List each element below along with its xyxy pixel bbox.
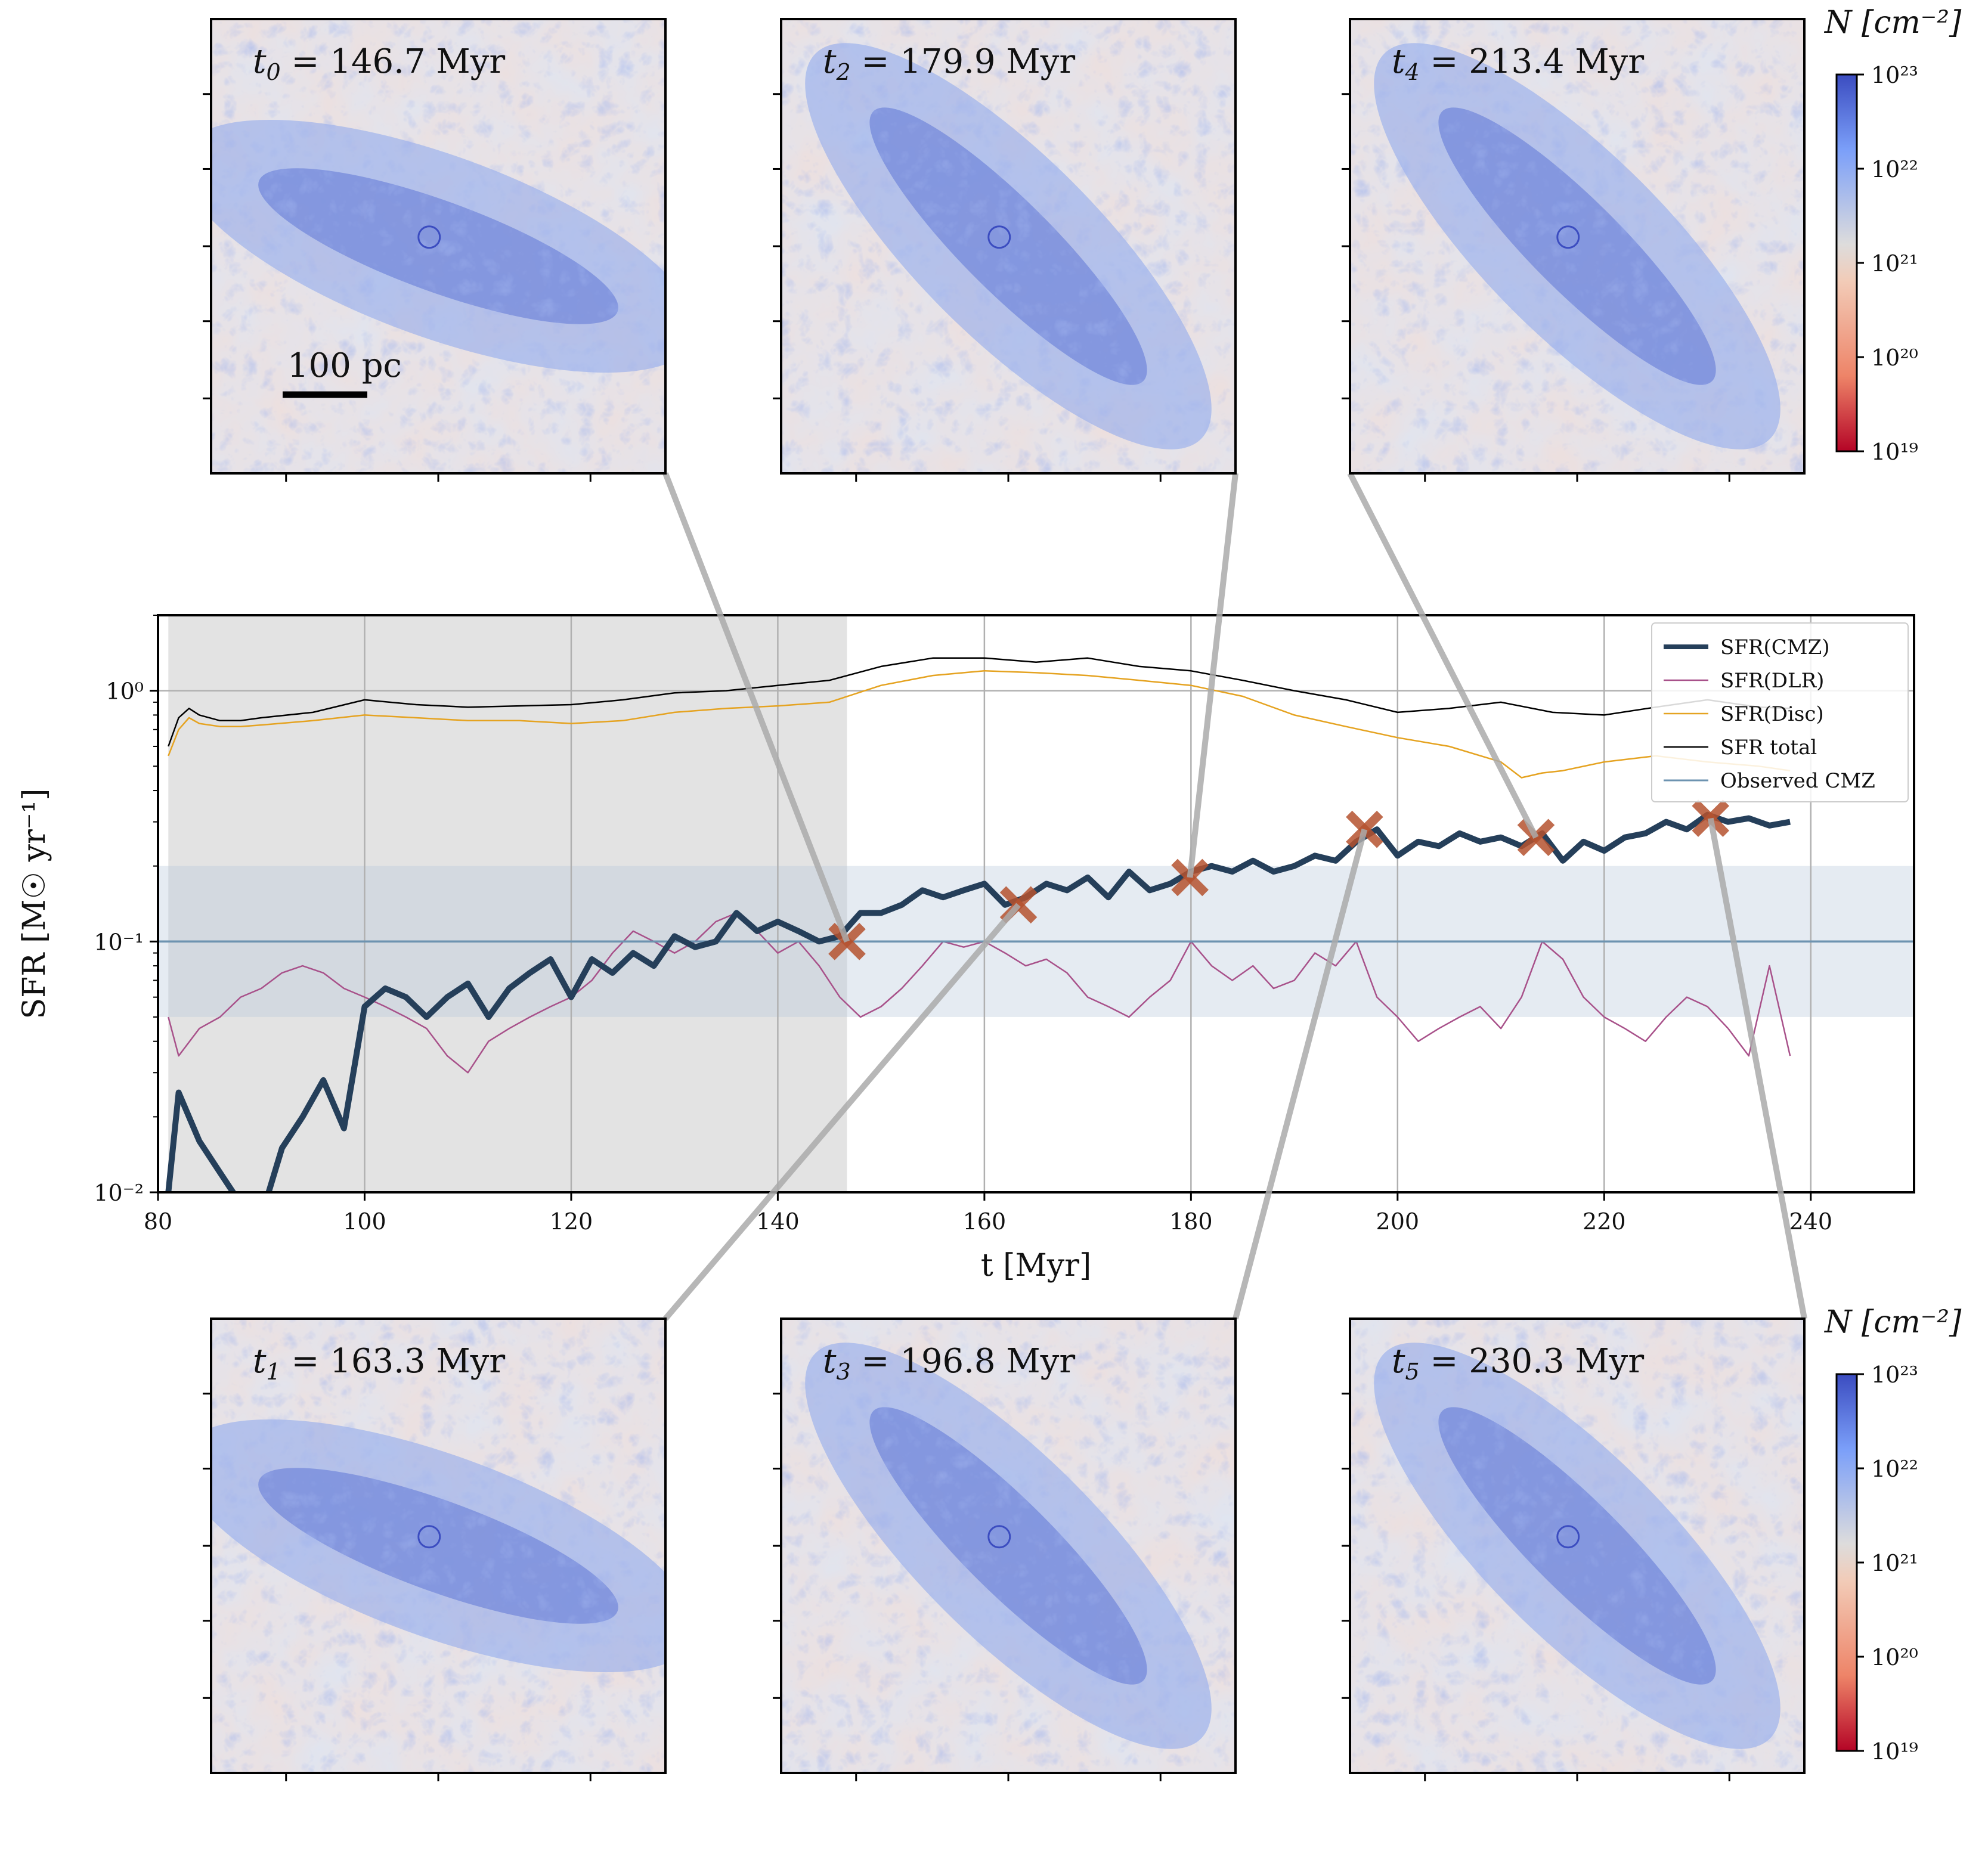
plot-frame (157, 614, 1915, 1194)
sfr-plot: 80 100 120 140 160 180 200 220 240 10⁻² 10⁻¹ 10⁰ t [… (17, 614, 1915, 1284)
connector-t2 (1187, 473, 1238, 878)
y-tick-label: 10⁻¹ (94, 929, 144, 955)
connector-t0 (662, 472, 850, 943)
series-sfr-disc- (168, 670, 1791, 779)
legend-label: SFR total (1720, 736, 1817, 760)
initial-period-shade (168, 615, 847, 1192)
colorbar-tick-label: 10²¹ (1871, 1550, 1918, 1576)
colorbar-tick-label: 10²⁰ (1871, 1644, 1918, 1670)
density-panel-t0: t0 = 146.7 Myr (203, 18, 667, 482)
legend-label: Observed CMZ (1720, 769, 1875, 793)
colorbars: 10²³ 10²² 10²¹ 10²⁰ 10¹⁹ N [cm⁻²] 10²³ 10²² 10²¹… (1823, 5, 1962, 1765)
panel-nucleus (987, 225, 1011, 249)
legend-label: SFR(DLR) (1720, 669, 1824, 693)
panel-filaments (1350, 1319, 1804, 1773)
series-sfr-total (168, 657, 1791, 747)
colorbar-tick-label: 10²⁰ (1871, 345, 1918, 371)
colorbar-tick-label: 10²¹ (1871, 250, 1918, 277)
colorbar-gradient (1835, 1373, 1858, 1752)
density-panel-t3: t3 = 196.8 Myr (773, 1318, 1237, 1781)
connector-t3 (1233, 828, 1368, 1320)
x-axis-title: t [Myr] (981, 1248, 1091, 1284)
colorbar-tick-label: 10¹⁹ (1871, 1738, 1918, 1765)
connector-t5 (1707, 817, 1807, 1319)
y-axis-title: SFR [M☉ yr⁻¹] (17, 789, 52, 1019)
density-panels: t0 = 146.7 Myr t2 = 179.9 Myr t4 = 213.4 M… (203, 18, 1806, 1781)
panel-filaments (781, 1319, 1235, 1773)
x-tick-label: 220 (1583, 1208, 1626, 1235)
panel-time-label: t2 = 179.9 Myr (823, 42, 1075, 85)
density-panel-t2: t2 = 179.9 Myr (773, 18, 1237, 482)
colorbar-tick-label: 10²² (1871, 1456, 1918, 1482)
connector-t1 (663, 903, 1021, 1321)
panel-nucleus (1556, 1525, 1580, 1549)
colorbar-1: 10²³ 10²² 10²¹ 10²⁰ 10¹⁹ N [cm⁻²] (1823, 1304, 1962, 1765)
x-tick-label: 240 (1789, 1208, 1832, 1235)
scale-bar-label: 100 pc (287, 346, 402, 385)
series-sfr-cmz- (165, 811, 1791, 1192)
x-tick-label: 160 (963, 1208, 1007, 1235)
panel-nucleus (1556, 225, 1580, 249)
panel-time-label: t0 = 146.7 Myr (253, 42, 505, 85)
x-tick-label: 180 (1169, 1208, 1213, 1235)
panel-filaments (781, 19, 1235, 473)
panel-filaments (1350, 19, 1804, 473)
legend-box (1651, 622, 1909, 802)
panel-time-label: t3 = 196.8 Myr (823, 1342, 1075, 1385)
legend-label: SFR(Disc) (1720, 702, 1824, 726)
panel-nucleus (417, 1525, 441, 1549)
colorbar-0: 10²³ 10²² 10²¹ 10²⁰ 10¹⁹ N [cm⁻²] (1823, 5, 1962, 465)
panel-connectors (662, 472, 1807, 1321)
x-tick-label: 80 (144, 1208, 172, 1235)
x-tick-label: 200 (1376, 1208, 1420, 1235)
panel-filaments (211, 19, 665, 473)
colorbar-tick-label: 10²³ (1871, 1362, 1918, 1388)
colorbar-tick-label: 10²² (1871, 156, 1918, 182)
x-tick-label: 140 (756, 1208, 800, 1235)
panel-time-label: t1 = 163.3 Myr (253, 1342, 505, 1385)
colorbar-tick-label: 10²³ (1871, 62, 1918, 88)
panel-time-label: t5 = 230.3 Myr (1392, 1342, 1644, 1385)
panel-nucleus (987, 1525, 1011, 1549)
panel-nucleus (417, 225, 441, 249)
colorbar-title: N [cm⁻²] (1823, 1304, 1962, 1340)
connector-t4 (1347, 472, 1539, 839)
y-tick-label: 10⁰ (106, 678, 144, 705)
density-panel-t1: t1 = 163.3 Myr (203, 1318, 667, 1781)
plot-area (158, 615, 1914, 1192)
density-panel-t5: t5 = 230.3 Myr (1342, 1318, 1806, 1781)
colorbar-title: N [cm⁻²] (1823, 5, 1962, 41)
colorbar-tick-label: 10¹⁹ (1871, 439, 1918, 465)
legend-label: SFR(CMZ) (1720, 636, 1829, 659)
series-sfr-dlr- (168, 912, 1791, 1074)
panel-time-label: t4 = 213.4 Myr (1392, 42, 1644, 85)
colorbar-gradient (1835, 73, 1858, 452)
panel-filaments (211, 1319, 665, 1773)
density-panel-t4: t4 = 213.4 Myr (1342, 18, 1806, 482)
x-tick-label: 120 (550, 1208, 593, 1235)
y-tick-label: 10⁻² (94, 1180, 144, 1206)
x-tick-label: 100 (343, 1208, 386, 1235)
